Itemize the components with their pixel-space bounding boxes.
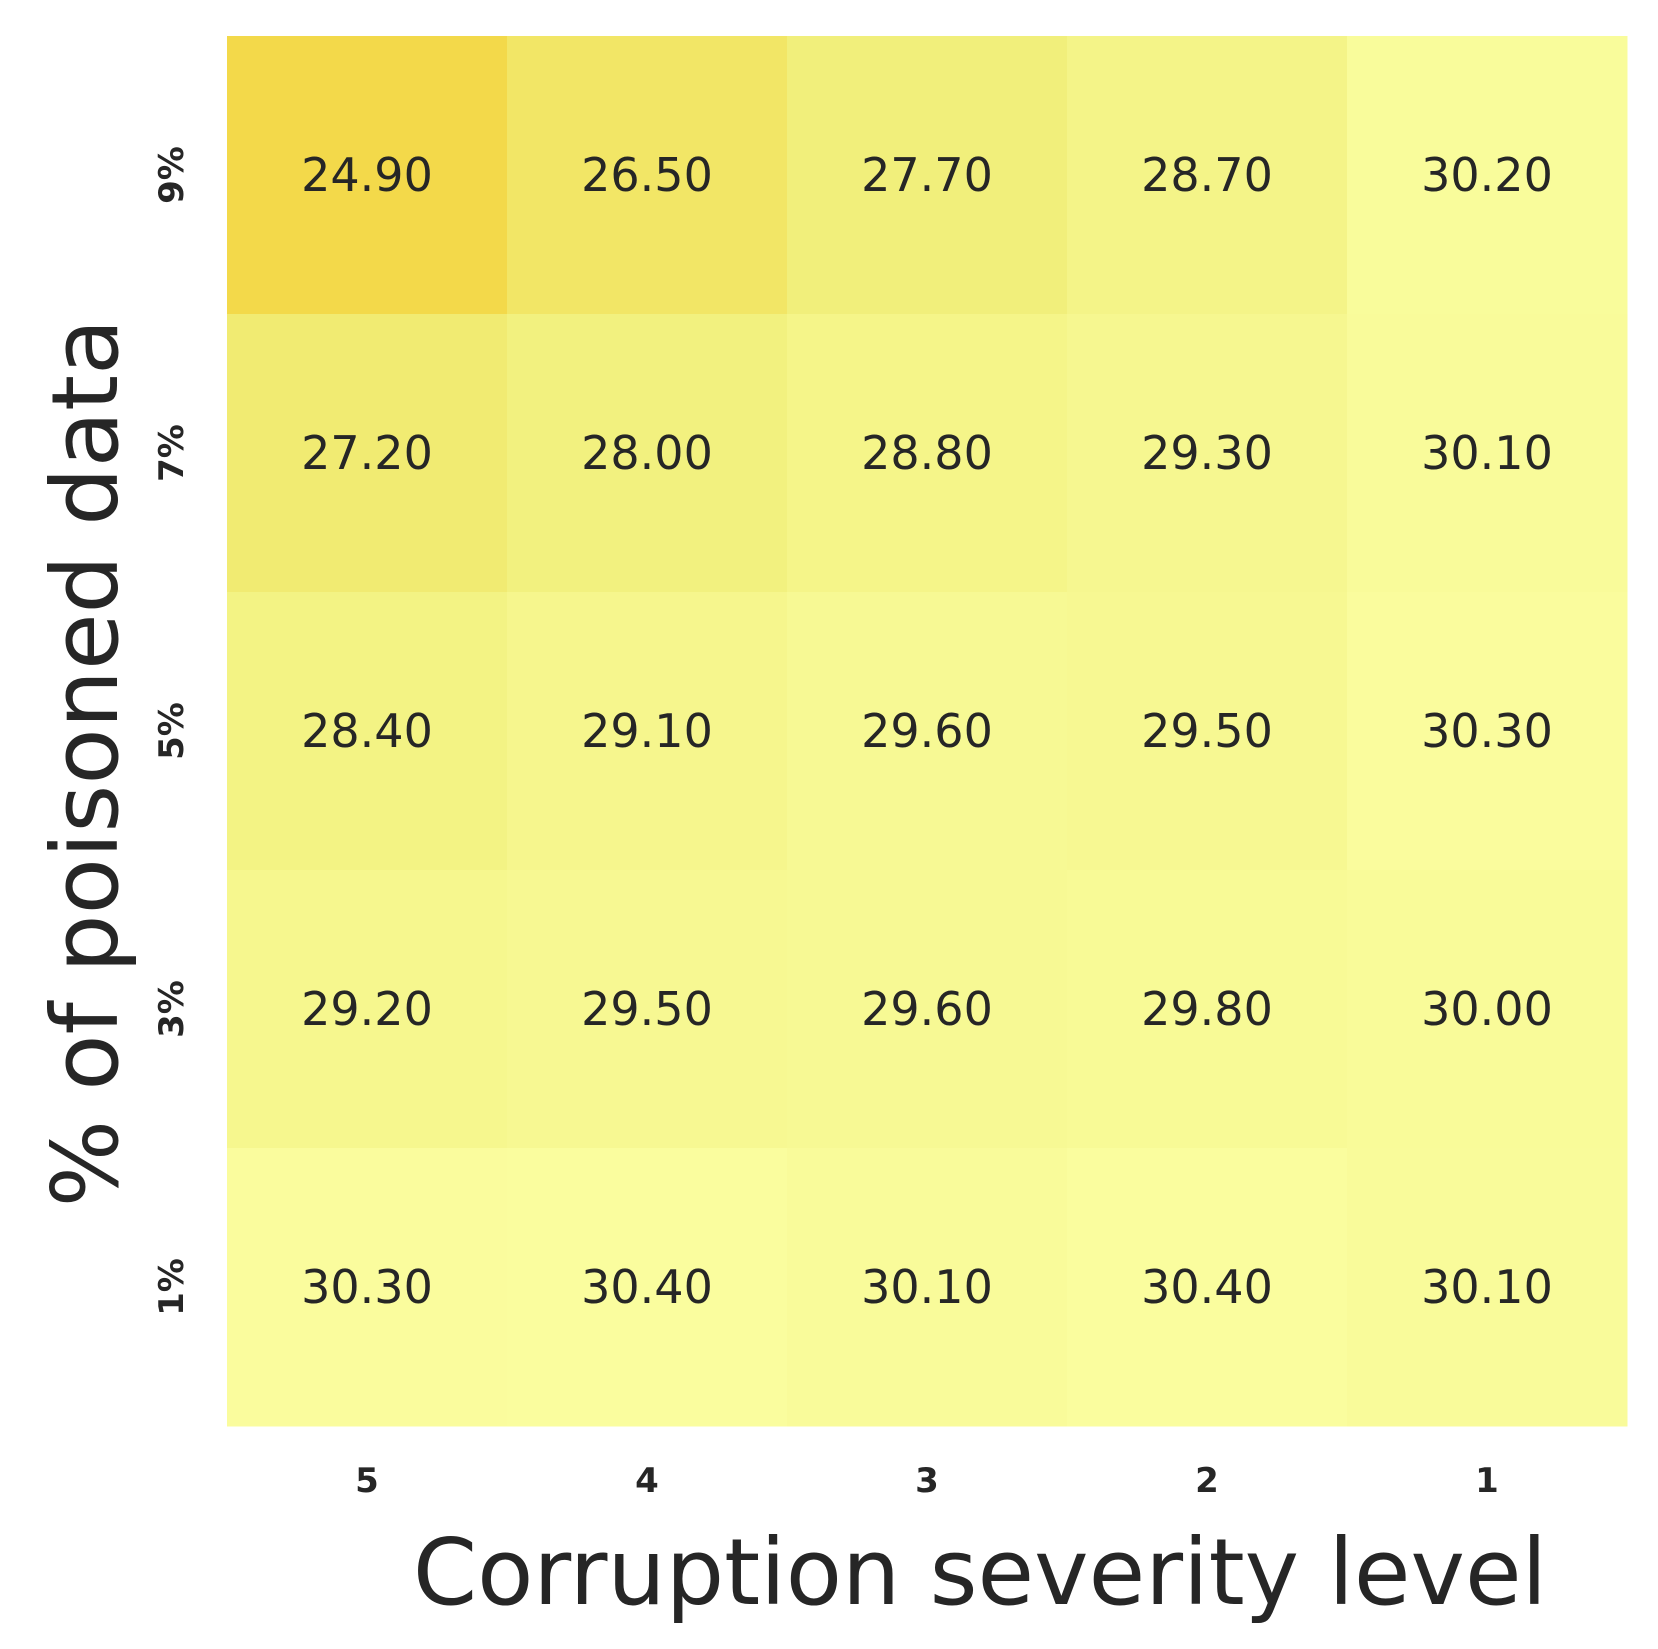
heatmap-cell	[1347, 314, 1628, 593]
heatmap-cell	[787, 314, 1068, 593]
heatmap-cell-label: 30.40	[1141, 1260, 1273, 1314]
y-tick-label: 7%	[152, 424, 192, 482]
heatmap-cell-label: 27.20	[301, 426, 433, 480]
heatmap-cell	[227, 592, 508, 871]
heatmap-cell-label: 28.40	[301, 704, 433, 758]
heatmap-cell	[507, 592, 788, 871]
heatmap-cell-label: 30.40	[581, 1260, 713, 1314]
x-axis-ticks: 5 4 3 2 1	[355, 1461, 1499, 1501]
heatmap-cell-labels: 24.90 26.50 27.70 28.70 30.20 27.20 28.00 28.80…	[301, 148, 1553, 1314]
heatmap-cell	[227, 870, 508, 1149]
heatmap-cell-label: 28.70	[1141, 148, 1273, 202]
heatmap-cell-label: 30.10	[1421, 426, 1553, 480]
heatmap-cell-label: 29.80	[1141, 982, 1273, 1036]
heatmap-cell	[1347, 1148, 1628, 1427]
heatmap-cell-label: 30.10	[861, 1260, 993, 1314]
heatmap-cell-label: 27.70	[861, 148, 993, 202]
y-tick-label: 9%	[152, 146, 192, 204]
heatmap-cell	[507, 314, 788, 593]
heatmap-cell	[787, 870, 1068, 1149]
x-tick-label: 4	[635, 1461, 659, 1501]
y-axis-ticks: 9% 7% 5% 3% 1%	[152, 146, 192, 1316]
y-axis-title: % of poisoned data	[32, 319, 139, 1208]
heatmap-cell-label: 29.20	[301, 982, 433, 1036]
heatmap-cell	[507, 870, 788, 1149]
heatmap-cell-label: 30.10	[1421, 1260, 1553, 1314]
heatmap-cell	[507, 36, 788, 315]
heatmap-cell	[787, 36, 1068, 315]
x-tick-label: 5	[355, 1461, 379, 1501]
heatmap-cell-label: 29.50	[581, 982, 713, 1036]
heatmap-cell	[1347, 592, 1628, 871]
y-tick-label: 3%	[152, 980, 192, 1038]
y-tick-label: 5%	[152, 702, 192, 760]
heatmap-cell	[1067, 1148, 1348, 1427]
heatmap-cell	[1347, 870, 1628, 1149]
heatmap-cell-label: 29.60	[861, 704, 993, 758]
heatmap-cell	[787, 1148, 1068, 1427]
heatmap-cell-label: 29.60	[861, 982, 993, 1036]
heatmap-cell-label: 24.90	[301, 148, 433, 202]
heatmap-cell	[227, 1148, 508, 1427]
y-tick-label: 1%	[152, 1258, 192, 1316]
heatmap-cell-label: 30.20	[1421, 148, 1553, 202]
heatmap-cell-label: 30.30	[301, 1260, 433, 1314]
heatmap-cell-label: 26.50	[581, 148, 713, 202]
heatmap-cell-label: 28.00	[581, 426, 713, 480]
x-tick-label: 3	[915, 1461, 939, 1501]
heatmap-cells	[227, 36, 1628, 1427]
heatmap-cell-label: 29.30	[1141, 426, 1273, 480]
heatmap-cell	[227, 314, 508, 593]
heatmap-cell	[1347, 36, 1628, 315]
x-axis-title: Corruption severity level	[413, 1519, 1547, 1626]
heatmap-cell	[1067, 314, 1348, 593]
heatmap-cell	[1067, 36, 1348, 315]
heatmap-cell-label: 29.10	[581, 704, 713, 758]
heatmap-cell-label: 30.00	[1421, 982, 1553, 1036]
heatmap-cell	[1067, 870, 1348, 1149]
x-tick-label: 2	[1195, 1461, 1219, 1501]
heatmap-cell-label: 28.80	[861, 426, 993, 480]
heatmap-cell-label: 29.50	[1141, 704, 1273, 758]
x-tick-label: 1	[1475, 1461, 1499, 1501]
heatmap-cell	[507, 1148, 788, 1427]
heatmap-cell-label: 30.30	[1421, 704, 1553, 758]
heatmap-cell	[787, 592, 1068, 871]
heatmap-cell	[1067, 592, 1348, 871]
heatmap-cell	[227, 36, 508, 315]
